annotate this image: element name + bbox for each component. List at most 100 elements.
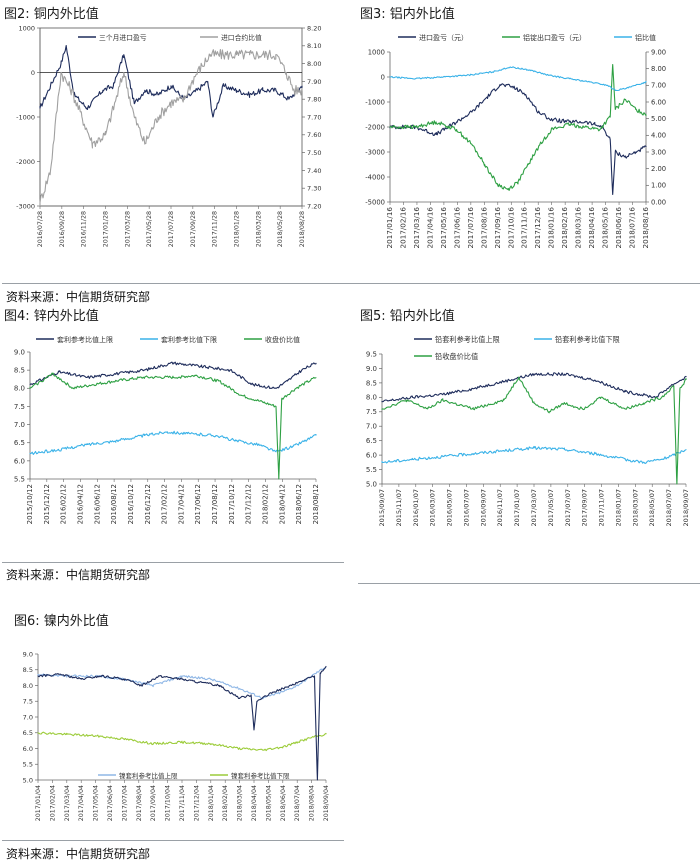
divider-3 xyxy=(358,583,700,584)
x-tick-label: 2017/05/16 xyxy=(439,207,448,249)
y-tick-label: -2000 xyxy=(16,158,35,166)
x-tick-label: 2018/09/04 xyxy=(323,785,330,821)
legend-label: 三个月进口盈亏 xyxy=(99,34,147,42)
legend-label: 铝比值 xyxy=(635,33,656,42)
x-tick-label: 2017/03/28 xyxy=(124,211,131,247)
x-tick-label: 2017/11/07 xyxy=(598,489,606,526)
y-tick-label: 6.5 xyxy=(366,437,377,445)
y-tick-label: 5.0 xyxy=(23,776,33,784)
x-tick-label: 2016/10/12 xyxy=(127,484,135,524)
divider-2 xyxy=(2,562,344,563)
y-right-tick-label: 8.10 xyxy=(307,42,321,50)
series-line xyxy=(37,731,327,752)
legend-label: 铝锭出口盈亏（元） xyxy=(523,33,586,42)
x-tick-label: 2017/12/12 xyxy=(245,484,253,524)
x-tick-label: 2018/05/28 xyxy=(277,211,284,247)
y-right-tick-label: 3.00 xyxy=(651,148,666,156)
series-line xyxy=(37,665,327,781)
x-tick-label: 2016/06/12 xyxy=(93,484,101,524)
series-line xyxy=(39,48,303,206)
series-line xyxy=(29,361,317,390)
x-tick-label: 2016/08/12 xyxy=(110,484,118,524)
y-right-tick-label: 7.80 xyxy=(307,96,321,104)
x-tick-label: 2018/08/12 xyxy=(312,484,320,524)
chart-panel-fig2: 图2: 铜内外比值 1000 0 -1000 -2000 -3000 8.20 8.10 8.… xyxy=(0,0,344,282)
x-tick-label: 2017/09/04 xyxy=(150,785,157,821)
x-tick-label: 2017/07/16 xyxy=(466,207,475,249)
x-tick-label: 2016/09/07 xyxy=(479,489,487,526)
x-tick-label: 2017/01/16 xyxy=(385,207,394,249)
y-right-tick-label: 8.20 xyxy=(307,24,321,32)
chart-panel-fig6: 图6: 镍内外比值 9.0 8.5 8.0 7.5 7.0 6.5 6.0 5.5 5.0 201… xyxy=(0,604,344,840)
y-right-tick-label: 1.00 xyxy=(651,182,666,190)
legend-label: 镍套利参考比值下限 xyxy=(231,771,290,780)
x-tick-label: 2017/12/04 xyxy=(193,785,200,821)
y-right-tick-label: 7.00 xyxy=(651,82,666,90)
x-tick-label: 2015/10/12 xyxy=(26,484,34,524)
chart-title: 图4: 锌内外比值 xyxy=(4,309,99,324)
x-tick-label: 2016/11/07 xyxy=(496,489,504,526)
legend-label: 铅收盘价比值 xyxy=(435,352,478,361)
x-tick-label: 2018/02/04 xyxy=(222,785,229,821)
chart-title: 图5: 铅内外比值 xyxy=(360,309,455,324)
x-tick-label: 2017/07/28 xyxy=(168,211,175,247)
legend-label: 铅套利参考比值上限 xyxy=(435,335,500,344)
x-tick-label: 2018/08/28 xyxy=(299,211,306,247)
x-tick-label: 2015/12/12 xyxy=(43,484,51,524)
y-tick-label: 1000 xyxy=(368,48,385,56)
x-tick-label: 2015/09/07 xyxy=(378,489,386,526)
x-tick-label: 2018/02/12 xyxy=(262,484,270,524)
x-tick-label: 2017/02/16 xyxy=(398,207,407,249)
y-right-tick-label: 0.00 xyxy=(651,198,666,206)
y-tick-label: 8.5 xyxy=(14,367,25,375)
x-tick-label: 2016/01/07 xyxy=(412,489,420,526)
chart-svg: 1000 0 -1000 -2000 -3000 -4000 -5000 9.00 8.00 7.… xyxy=(365,33,666,249)
chart-panel-fig3: 图3: 铝内外比值 1000 0 -1000 -2000 -3000 -4000 -5000… xyxy=(356,0,700,282)
x-tick-label: 2018/07/07 xyxy=(665,489,673,526)
y-tick-label: 0 xyxy=(381,73,385,81)
x-tick-label: 2017/01/04 xyxy=(35,785,42,821)
source-label-3: 资料来源：中信期货研究部 xyxy=(6,847,151,861)
chart-title: 图2: 铜内外比值 xyxy=(4,7,99,22)
y-tick-label: 7.0 xyxy=(366,423,377,431)
x-tick-label: 2017/11/28 xyxy=(212,211,219,247)
x-tick-label: 2017/07/04 xyxy=(121,785,128,821)
y-right-tick-label: 2.00 xyxy=(651,165,666,173)
x-tick-label: 2018/01/28 xyxy=(234,211,241,247)
x-tick-label: 2018/07/16 xyxy=(628,207,637,249)
x-tick-label: 2017/06/04 xyxy=(107,785,114,821)
y-tick-label: 8.0 xyxy=(14,385,25,393)
y-right-tick-label: 7.70 xyxy=(307,113,321,121)
y-tick-label: -4000 xyxy=(365,173,385,181)
x-tick-label: 2018/07/04 xyxy=(294,785,301,821)
x-tick-label: 2018/01/16 xyxy=(547,207,556,249)
y-tick-label: -1000 xyxy=(16,113,35,121)
chart-svg: 9.5 9.0 8.5 8.0 7.5 7.0 6.5 6.0 5.5 5.02015/09/07… xyxy=(366,335,690,526)
series-line xyxy=(29,430,317,455)
y-tick-label: 5.5 xyxy=(14,475,25,483)
y-right-tick-label: 5.00 xyxy=(651,115,666,123)
x-tick-label: 2016/09/28 xyxy=(59,211,66,247)
x-tick-label: 2016/12/12 xyxy=(144,484,152,524)
x-tick-label: 2018/05/04 xyxy=(265,785,272,821)
x-tick-label: 2017/09/07 xyxy=(581,489,589,526)
x-tick-label: 2017/01/28 xyxy=(103,211,110,247)
x-tick-label: 2017/05/04 xyxy=(93,785,100,821)
x-tick-label: 2017/02/12 xyxy=(161,484,169,524)
y-tick-label: 5.5 xyxy=(366,466,377,474)
x-tick-label: 2016/04/12 xyxy=(76,484,84,524)
x-tick-label: 2016/05/07 xyxy=(446,489,454,526)
x-tick-label: 2016/07/07 xyxy=(462,489,470,526)
x-tick-label: 2018/04/16 xyxy=(587,207,596,249)
x-tick-label: 2018/01/04 xyxy=(208,785,215,821)
y-right-tick-label: 7.40 xyxy=(307,167,321,175)
y-tick-label: -1000 xyxy=(365,98,385,106)
series-line xyxy=(389,66,647,92)
x-tick-label: 2015/11/07 xyxy=(395,489,403,526)
x-tick-label: 2017/09/28 xyxy=(190,211,197,247)
x-tick-label: 2018/09/07 xyxy=(682,489,690,526)
series-line xyxy=(37,666,327,700)
y-tick-label: 9.0 xyxy=(23,650,33,658)
chart-panel-fig4: 图4: 锌内外比值 9.0 8.5 8.0 7.5 7.0 6.5 6.0 5.5 2015/1… xyxy=(0,302,344,560)
